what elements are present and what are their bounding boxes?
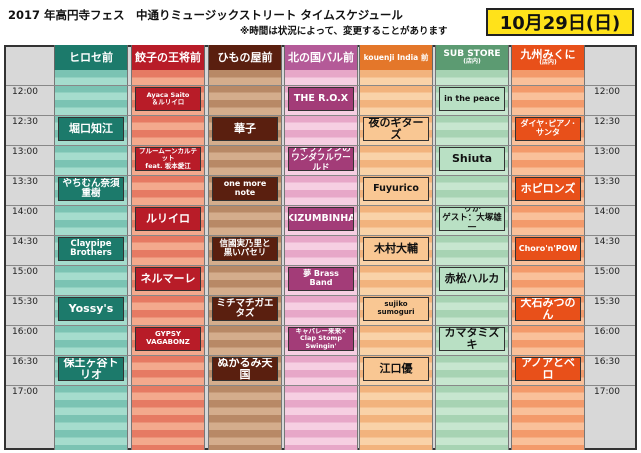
time-label-right: 17:00 <box>594 387 620 397</box>
time-gridline <box>6 355 635 356</box>
stage-sub: (店内) <box>463 58 481 66</box>
performance-slot: 華子 <box>212 117 278 141</box>
performance-slot: ダイヤ･ピアノ･サンタ <box>515 117 581 141</box>
stage-lane <box>284 70 358 450</box>
time-label-left: 15:30 <box>12 297 38 307</box>
time-gridline <box>6 115 635 116</box>
time-gridline <box>6 145 635 146</box>
time-gridline <box>6 175 635 176</box>
stage-name: 餃子の王将前 <box>135 50 201 64</box>
performance-slot: ネルマーレ <box>135 267 201 291</box>
performance-slot: one more note <box>212 177 278 201</box>
time-label-left: 17:00 <box>12 387 38 397</box>
time-label-right: 14:30 <box>594 237 620 247</box>
performance-slot: GYPSY VAGABONZ <box>135 327 201 351</box>
stage-lane <box>131 70 205 450</box>
performance-slot: Claypipe Brothers <box>58 237 124 261</box>
performance-slot: ミチマチガエタズ <box>212 297 278 321</box>
performance-slot: ルリイロ <box>135 207 201 231</box>
performance-slot: 木村大輔 <box>363 237 429 261</box>
performance-slot: アノアとベロ <box>515 357 581 381</box>
time-label-right: 12:30 <box>594 117 620 127</box>
performance-slot: ホピロンズ <box>515 177 581 201</box>
performance-slot: Ayaca Saito ＆ルリイロ <box>135 87 201 111</box>
performance-slot: KIZUMBINHA <box>288 207 354 231</box>
time-gridline <box>6 85 635 86</box>
stage-lane <box>435 70 509 450</box>
time-label-right: 13:30 <box>594 177 620 187</box>
time-gridline <box>6 205 635 206</box>
stage-name: SUB STORE <box>443 48 501 59</box>
performance-slot: Choro'n'POW <box>515 237 581 261</box>
time-label-left: 14:00 <box>12 207 38 217</box>
performance-slot: THE R.O.X <box>288 87 354 111</box>
time-gridline <box>6 385 635 386</box>
performance-slot: 夢 Brass Band <box>288 267 354 291</box>
time-label-right: 14:00 <box>594 207 620 217</box>
time-label-left: 12:00 <box>12 87 38 97</box>
schedule-note: ※時間は状況によって、変更することがあります <box>240 26 448 37</box>
stage-name: ひもの屋前 <box>217 50 273 64</box>
performance-slot: 保土ヶ谷トリオ <box>58 357 124 381</box>
time-label-right: 16:30 <box>594 357 620 367</box>
event-date-badge: 10月29日(日) <box>486 8 634 36</box>
stage-header: 九州みくに (店内) <box>511 45 585 70</box>
performance-slot: 夜のギターズ <box>363 117 429 141</box>
performance-slot: 赤松ハルカ <box>439 267 505 291</box>
time-label-right: 13:00 <box>594 147 620 157</box>
time-label-right: 15:00 <box>594 267 620 277</box>
performance-slot: 大石みつのん <box>515 297 581 321</box>
performance-slot: 江口優 <box>363 357 429 381</box>
performance-slot: りか ゲスト：大塚雄一 <box>439 207 505 231</box>
performance-slot: Shiuta <box>439 147 505 171</box>
performance-slot: ブルームーンカルテット feat. 坂本愛江 <box>135 147 201 171</box>
stage-name: 北の国バル前 <box>288 50 354 64</box>
time-label-left: 16:00 <box>12 327 38 337</box>
time-label-left: 14:30 <box>12 237 38 247</box>
time-label-left: 16:30 <box>12 357 38 367</box>
time-label-right: 15:30 <box>594 297 620 307</box>
stage-header: kouenji India 前 <box>359 45 433 70</box>
time-label-right: 12:00 <box>594 87 620 97</box>
time-label-left: 13:00 <box>12 147 38 157</box>
performance-slot: in the peace <box>439 87 505 111</box>
performance-slot: カマタミズキ <box>439 327 505 351</box>
time-gridline <box>6 325 635 326</box>
stage-header: SUB STORE (店内) <box>435 45 509 70</box>
time-label-right: 16:00 <box>594 327 620 337</box>
performance-slot: やちむん奈須重樹 <box>58 177 124 201</box>
page-title: 2017 年高円寺フェス 中通りミュージックストリート タイムスケジュール <box>8 8 403 22</box>
stage-name: ヒロセ前 <box>69 50 113 64</box>
stage-sub: (店内) <box>539 59 557 67</box>
stage-name: kouenji India 前 <box>363 52 429 62</box>
performance-slot: キャバレー来来× Clap Stomp Swingin' <box>288 327 354 351</box>
performance-slot: 信國実乃里と 黒いパセリ <box>212 237 278 261</box>
stage-header: ひもの屋前 <box>208 45 282 70</box>
time-gridline <box>6 235 635 236</box>
performance-slot: Fuyurico <box>363 177 429 201</box>
time-label-left: 12:30 <box>12 117 38 127</box>
stage-header: 北の国バル前 <box>284 45 358 70</box>
stage-header: ヒロセ前 <box>54 45 128 70</box>
time-label-left: 15:00 <box>12 267 38 277</box>
performance-slot: sujiko sumoguri <box>363 297 429 321</box>
time-label-left: 13:30 <box>12 177 38 187</box>
performance-slot: Yossy's <box>58 297 124 321</box>
time-gridline <box>6 295 635 296</box>
performance-slot: ナギラアツシの ワンダフルワールド <box>288 147 354 171</box>
performance-slot: ぬかるみ天国 <box>212 357 278 381</box>
performance-slot: 堀口知江 <box>58 117 124 141</box>
time-gridline <box>6 265 635 266</box>
stage-header: 餃子の王将前 <box>131 45 205 70</box>
stage-name: 九州みくに <box>520 47 576 61</box>
